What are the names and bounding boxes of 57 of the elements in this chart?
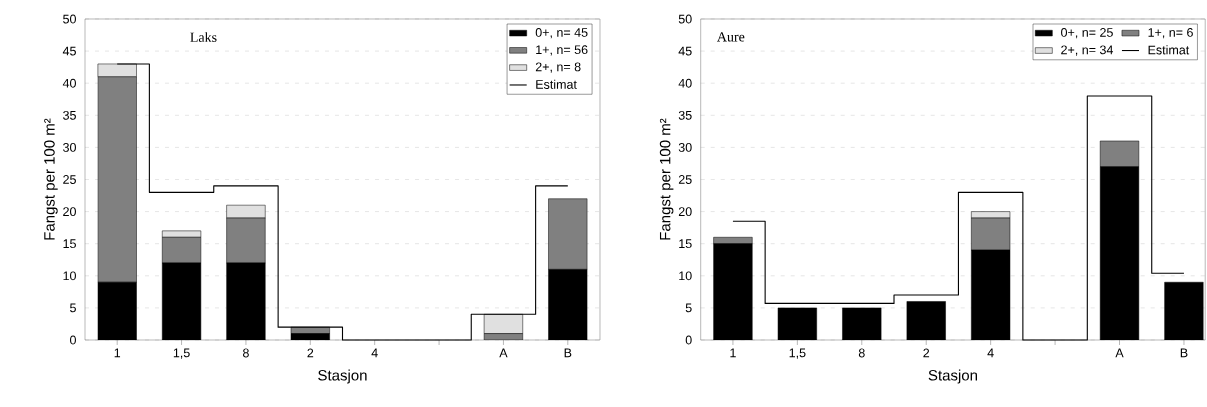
legend-label: 0+, n= 25 <box>1061 28 1113 39</box>
y-tick-label: 20 <box>63 207 76 217</box>
y-tick-label: 40 <box>678 78 692 88</box>
x-tick-label: 1,5 <box>789 348 806 359</box>
y-tick-label: 15 <box>63 239 76 249</box>
y-tick-label: 5 <box>70 303 76 313</box>
x-tick-label: 1 <box>114 348 121 358</box>
x-tick-label: 1 <box>730 348 736 358</box>
bar <box>548 198 588 270</box>
x-tick-label: 8 <box>858 348 865 358</box>
x-axis-title: Stasjon <box>318 369 367 384</box>
y-tick-label: 25 <box>678 175 692 184</box>
bar <box>97 76 137 283</box>
legend-label: 2+, n= 34 <box>1061 45 1114 56</box>
legend-label: 2+, n= 8 <box>535 62 581 73</box>
text: Aure <box>716 32 745 42</box>
legend-label: 1+, n= 56 <box>536 45 588 56</box>
y-tick-label: 50 <box>63 14 76 24</box>
x-tick-label: 1,5 <box>173 348 190 359</box>
x-tick-label: A <box>499 348 508 358</box>
y-tick-label: 45 <box>62 46 76 56</box>
y-tick-label: 5 <box>685 303 692 313</box>
y-tick-label: 35 <box>678 110 692 120</box>
legend-label: Estimat <box>536 79 577 89</box>
y-tick-label: 10 <box>679 271 692 281</box>
x-axis-title: Stasjon <box>928 369 977 384</box>
x-tick-label: 2 <box>923 348 930 358</box>
x-tick-label: 8 <box>243 348 249 358</box>
legend-label: 0+, n= 45 <box>535 28 588 39</box>
bar <box>483 314 523 334</box>
y-tick-label: 0 <box>685 335 692 345</box>
y-axis-title: Fangst per 100 m² <box>44 118 58 240</box>
x-tick-label: 2 <box>307 348 314 358</box>
text: Laks <box>190 32 217 43</box>
legend-label: 1+, n= 6 <box>1148 28 1193 39</box>
bar <box>226 204 266 219</box>
y-tick-label: 50 <box>678 14 692 24</box>
x-tick-label: A <box>1115 348 1124 358</box>
y-tick-label: 20 <box>678 207 692 217</box>
y-tick-label: 15 <box>679 239 692 249</box>
bar <box>162 237 202 264</box>
y-tick-label: 25 <box>63 175 76 184</box>
legend-label: Estimat <box>1148 45 1190 55</box>
y-axis-title: Fangst per 100 m² <box>659 118 674 240</box>
y-tick-label: 10 <box>63 271 76 281</box>
x-tick-label: 4 <box>987 348 994 358</box>
y-tick-label: 0 <box>70 335 76 345</box>
x-tick-label: B <box>564 348 572 358</box>
y-tick-label: 30 <box>63 142 76 152</box>
bar <box>226 217 266 264</box>
y-tick-label: 30 <box>678 142 692 152</box>
y-tick-label: 40 <box>62 78 76 88</box>
y-tick-label: 45 <box>678 46 692 56</box>
x-tick-label: 4 <box>371 348 378 358</box>
y-tick-label: 35 <box>63 110 76 120</box>
x-tick-label: B <box>1180 348 1188 358</box>
bar <box>162 230 202 238</box>
